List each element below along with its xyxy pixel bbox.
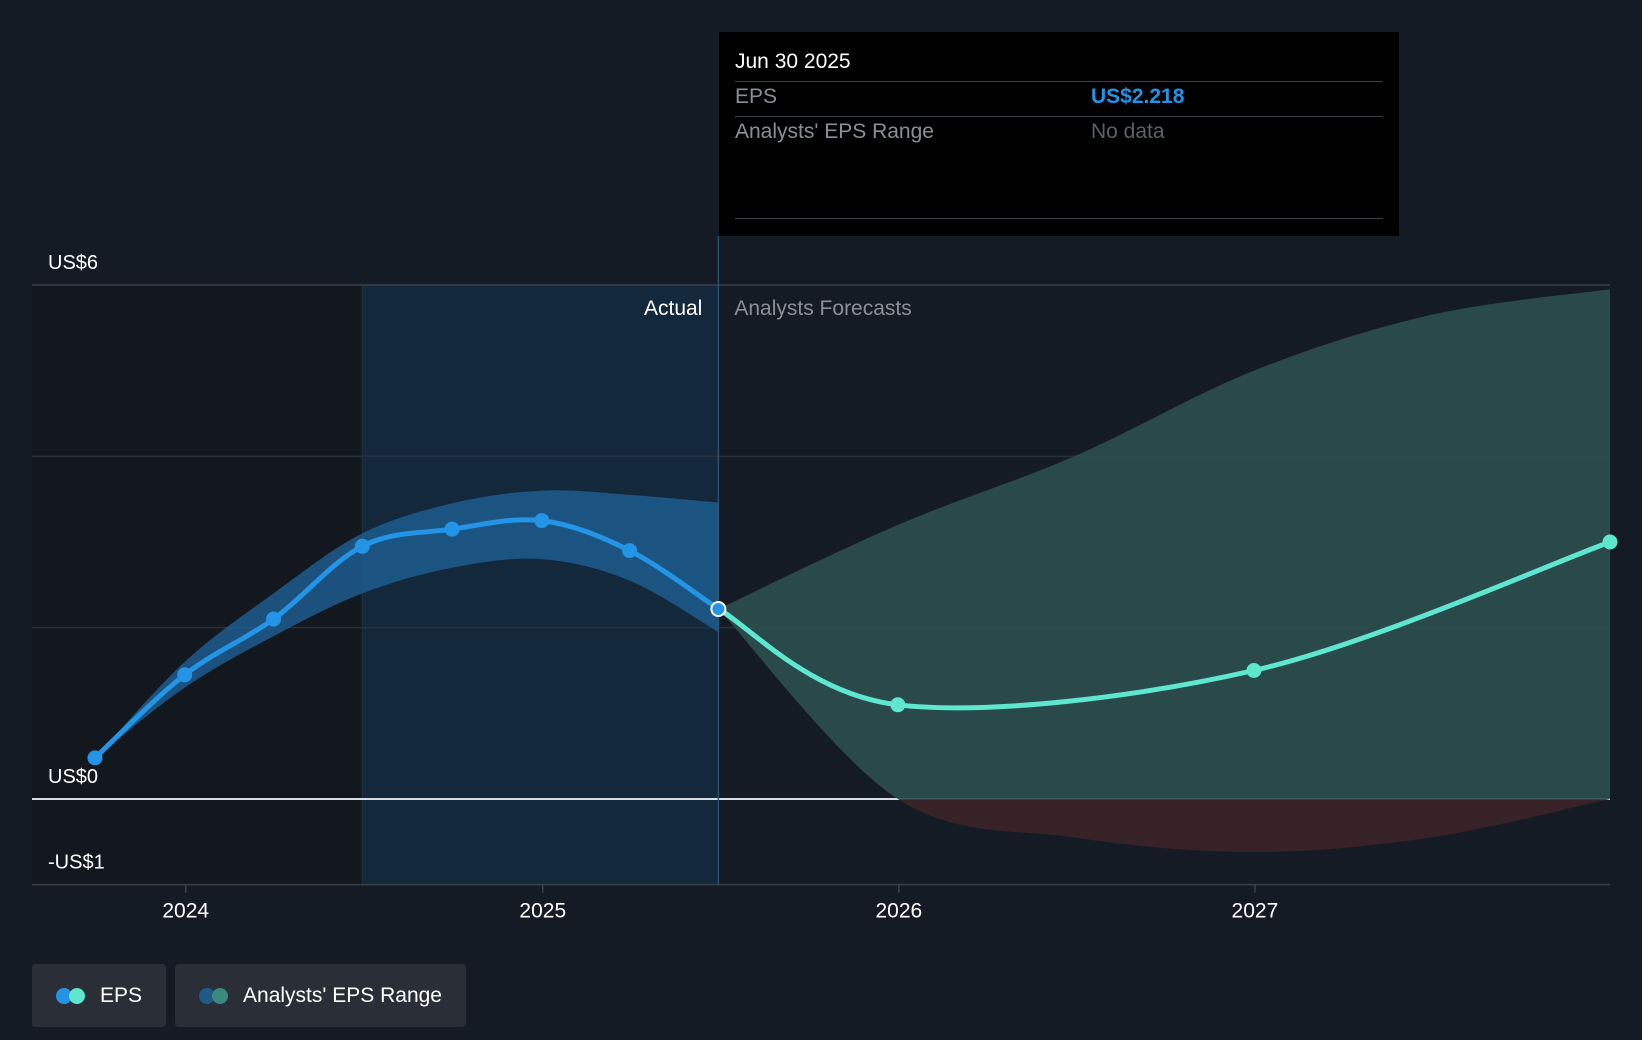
legend-label-eps: EPS [100, 983, 143, 1007]
eps-point-highlighted-core [712, 602, 725, 615]
tooltip-date: Jun 30 2025 [735, 50, 851, 73]
legend: EPS Analysts' EPS Range [32, 964, 466, 1027]
eps-line-forecast [715, 539, 1613, 711]
x-tick-label: 2026 [875, 900, 922, 923]
eps-range-band-forecast [718, 289, 1610, 799]
eps-point [1602, 534, 1618, 550]
y-tick-label: -US$1 [48, 852, 105, 874]
legend-dot [199, 987, 216, 1004]
tooltip: Jun 30 2025 EPS US$2.218 Analysts' EPS R… [719, 32, 1399, 236]
actual-label: Actual [644, 297, 702, 320]
forecast-label: Analysts Forecasts [734, 297, 911, 320]
tooltip-divider [735, 218, 1383, 219]
legend-dot [56, 987, 72, 1004]
x-tick-label: 2025 [519, 900, 566, 923]
eps-point [622, 543, 638, 559]
eps-range-band-negative [897, 799, 1610, 853]
tooltip-eps-value: US$2.218 [1091, 85, 1185, 108]
legend-dot [69, 987, 85, 1004]
x-tick-label: 2027 [1232, 900, 1279, 923]
eps-point [444, 521, 460, 537]
y-tick-label: US$6 [48, 252, 98, 274]
tooltip-eps-label: EPS [735, 85, 778, 108]
tooltip-range-label: Analysts' EPS Range [735, 120, 934, 143]
eps-point [534, 513, 550, 529]
eps-range-band-actual [95, 490, 719, 758]
legend-swatch-eps [56, 987, 86, 1004]
legend-label-range: Analysts' EPS Range [243, 983, 442, 1007]
legend-dot [212, 987, 229, 1004]
eps-point [266, 611, 282, 627]
eps-point [890, 697, 906, 713]
tooltip-divider [735, 116, 1383, 117]
legend-swatch-range [199, 987, 229, 1004]
eps-point [354, 538, 370, 554]
legend-item-eps[interactable]: EPS [32, 964, 167, 1027]
eps-point [87, 750, 103, 766]
x-tick-label: 2024 [162, 900, 209, 923]
eps-point [177, 667, 193, 683]
y-tick-label: US$0 [48, 766, 98, 788]
eps-point [1246, 663, 1262, 678]
tooltip-divider [735, 81, 1383, 82]
legend-item-range[interactable]: Analysts' EPS Range [175, 964, 466, 1027]
tooltip-range-value: No data [1091, 120, 1165, 143]
